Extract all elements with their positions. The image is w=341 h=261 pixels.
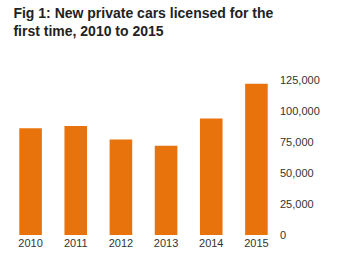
svg-text:25,000: 25,000 [280,198,314,210]
svg-text:2012: 2012 [109,237,133,249]
svg-text:2015: 2015 [244,237,268,249]
svg-text:2014: 2014 [199,237,223,249]
svg-text:0: 0 [280,229,286,241]
svg-text:Fig 1: New private cars licens: Fig 1: New private cars licensed for the… [13,5,273,39]
svg-text:50,000: 50,000 [280,167,314,179]
svg-text:75,000: 75,000 [280,136,314,148]
svg-text:2010: 2010 [18,237,42,249]
svg-text:125,000: 125,000 [280,74,320,86]
svg-text:2013: 2013 [154,237,178,249]
svg-text:100,000: 100,000 [280,105,320,117]
svg-text:2011: 2011 [64,237,88,249]
